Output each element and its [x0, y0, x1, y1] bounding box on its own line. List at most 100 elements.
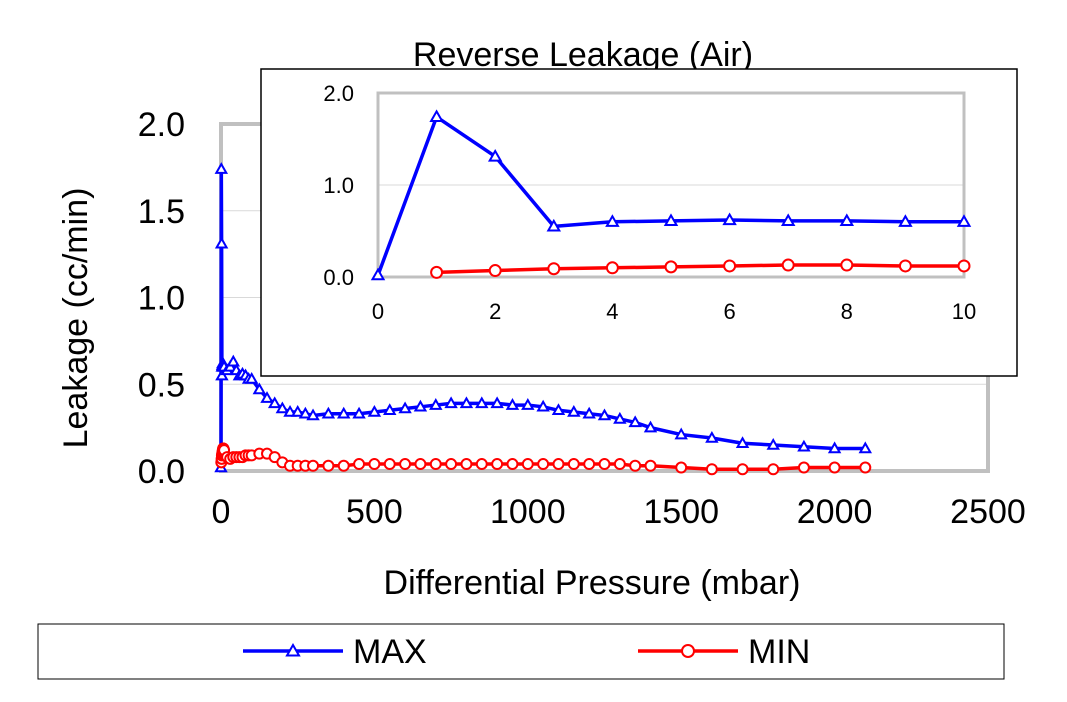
- point-max-10: [956, 214, 972, 227]
- point-max-50: [674, 427, 688, 440]
- point-max-31: [367, 404, 382, 417]
- point-max-20: [252, 382, 267, 395]
- point-min-1: [488, 264, 502, 278]
- legend-marker-max: [285, 642, 301, 657]
- y-tick-label-2: 2.0: [323, 81, 354, 106]
- x-axis-title: Differential Pressure (mbar): [384, 564, 801, 602]
- point-max-52: [735, 436, 750, 448]
- point-max-6: [722, 212, 737, 226]
- point-min-37: [475, 458, 488, 471]
- plot-area-border: [376, 91, 966, 279]
- point-max-46: [597, 408, 612, 421]
- x-tick-label-5: 10: [952, 299, 976, 324]
- x-tick-label-4: 8: [841, 299, 853, 324]
- point-max-0: [370, 267, 386, 281]
- point-min-31: [383, 458, 396, 471]
- point-max-49: [643, 420, 658, 433]
- point-min-51: [736, 463, 749, 476]
- point-min-2: [547, 262, 561, 276]
- point-max-1: [429, 109, 444, 123]
- point-min-42: [552, 458, 565, 471]
- point-min-44: [583, 458, 596, 471]
- point-min-5: [723, 259, 737, 273]
- point-max-28: [321, 406, 336, 419]
- point-min-39: [506, 458, 519, 471]
- x-tick-label-2: 1000: [490, 493, 566, 531]
- point-min-38: [491, 458, 504, 471]
- point-max-39: [490, 396, 504, 409]
- point-min-6: [781, 258, 795, 272]
- point-max-5: [663, 213, 679, 227]
- point-min-4: [664, 260, 678, 274]
- point-max-8: [839, 213, 855, 227]
- point-min-30: [368, 458, 381, 471]
- point-max-2: [214, 236, 229, 249]
- point-max-3: [546, 218, 562, 232]
- point-min-41: [537, 458, 550, 471]
- point-min-3: [605, 261, 619, 275]
- point-min-47: [629, 459, 642, 472]
- point-min-29: [353, 458, 366, 471]
- point-min-34: [429, 458, 442, 471]
- point-max-27: [306, 408, 320, 421]
- legend-label-max: MAX: [353, 633, 427, 671]
- point-max-35: [429, 398, 443, 410]
- point-max-38: [475, 396, 489, 409]
- point-min-43: [567, 458, 580, 471]
- point-min-53: [797, 461, 810, 474]
- x-tick-label-3: 6: [723, 299, 735, 324]
- point-min-32: [399, 458, 412, 471]
- point-min-7: [840, 258, 854, 272]
- point-min-36: [460, 458, 473, 471]
- point-min-55: [859, 461, 872, 474]
- point-max-44: [567, 404, 581, 417]
- point-max-30: [352, 406, 366, 419]
- point-max-54: [797, 439, 811, 452]
- point-max-19: [244, 372, 259, 384]
- x-tick-label-0: 0: [372, 299, 384, 324]
- point-min-26: [307, 459, 320, 472]
- point-max-2: [487, 148, 503, 162]
- point-max-42: [536, 399, 550, 412]
- y-tick-label-0: 0.0: [138, 453, 185, 491]
- point-max-53: [766, 437, 780, 450]
- main-plot: 0.0 0.5 1.0 1.5 2.0 0 500 1000 1500 2000 2500 Diffe…: [57, 106, 1026, 602]
- point-min-8: [898, 259, 912, 273]
- legend-marker-min: [681, 644, 695, 658]
- point-min-28: [337, 459, 350, 472]
- point-max-32: [383, 403, 397, 416]
- y-tick-label-1: 1.0: [323, 173, 354, 198]
- point-max-23: [275, 401, 290, 414]
- point-max-26: [298, 406, 313, 419]
- point-max-4: [605, 214, 620, 227]
- point-max-40: [505, 398, 520, 410]
- point-max-25: [290, 404, 305, 417]
- point-max-41: [521, 398, 535, 410]
- x-tick-label-3: 1500: [643, 493, 719, 531]
- point-max-48: [628, 415, 642, 428]
- point-min-54: [828, 461, 841, 474]
- point-min-33: [414, 458, 427, 471]
- point-min-49: [675, 461, 688, 474]
- point-max-22: [267, 396, 282, 409]
- point-max-43: [551, 403, 566, 416]
- point-min-48: [644, 459, 657, 472]
- x-tick-label-0: 0: [212, 493, 231, 531]
- point-min-52: [767, 463, 780, 476]
- point-min-35: [445, 458, 458, 471]
- point-max-33: [398, 401, 412, 414]
- point-max-51: [705, 431, 719, 443]
- point-max-36: [444, 396, 458, 409]
- point-max-45: [582, 406, 596, 419]
- x-tick-label-2: 4: [606, 299, 618, 324]
- series-line-min: [436, 263, 964, 275]
- x-tick-label-5: 2500: [950, 493, 1026, 531]
- chart-title: Reverse Leakage (Air): [413, 36, 753, 74]
- y-tick-label-3: 1.5: [138, 193, 185, 231]
- point-min-0: [430, 265, 444, 279]
- point-min-9: [957, 259, 971, 273]
- point-max-34: [413, 399, 428, 412]
- legend-box: [37, 623, 1005, 680]
- y-tick-label-2: 1.0: [138, 280, 185, 318]
